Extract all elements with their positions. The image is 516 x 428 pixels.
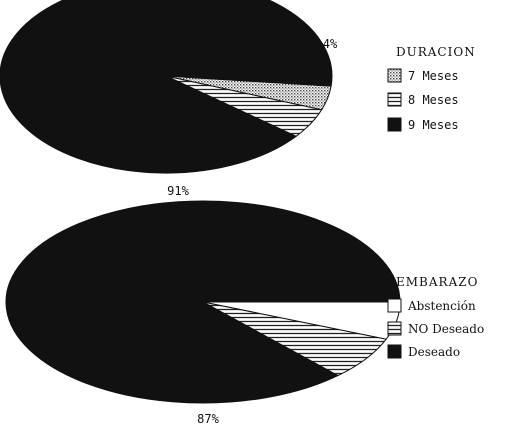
pie-slice-9-meses (0, 0, 333, 174)
legend-title: EMBARAZO (396, 275, 478, 289)
legend-label: 9 Meses (408, 118, 459, 132)
legend-swatch (387, 298, 402, 313)
legend-title: DURACION (396, 45, 476, 59)
legend-label: 8 Meses (408, 93, 459, 107)
slice-value-label: 91% (167, 184, 189, 198)
slice-value-label: 4% (323, 37, 338, 51)
legend-label: Deseado (408, 345, 460, 359)
pie-slice-deseado (5, 200, 401, 404)
legend-swatch (387, 68, 402, 83)
legend: EMBARAZO Abstención NO Deseado Deseado (387, 275, 484, 359)
legend-swatch (387, 117, 402, 132)
legend-label: Abstención (407, 299, 476, 313)
legend-swatch (387, 321, 402, 336)
legend-label: 7 Meses (408, 69, 459, 83)
slice-value-label: 87% (197, 412, 219, 426)
legend-swatch (387, 92, 402, 107)
legend-swatch (387, 344, 402, 359)
legend-label: NO Deseado (408, 322, 484, 336)
legend: DURACION 7 Meses 8 Meses 9 Meses (387, 45, 476, 132)
